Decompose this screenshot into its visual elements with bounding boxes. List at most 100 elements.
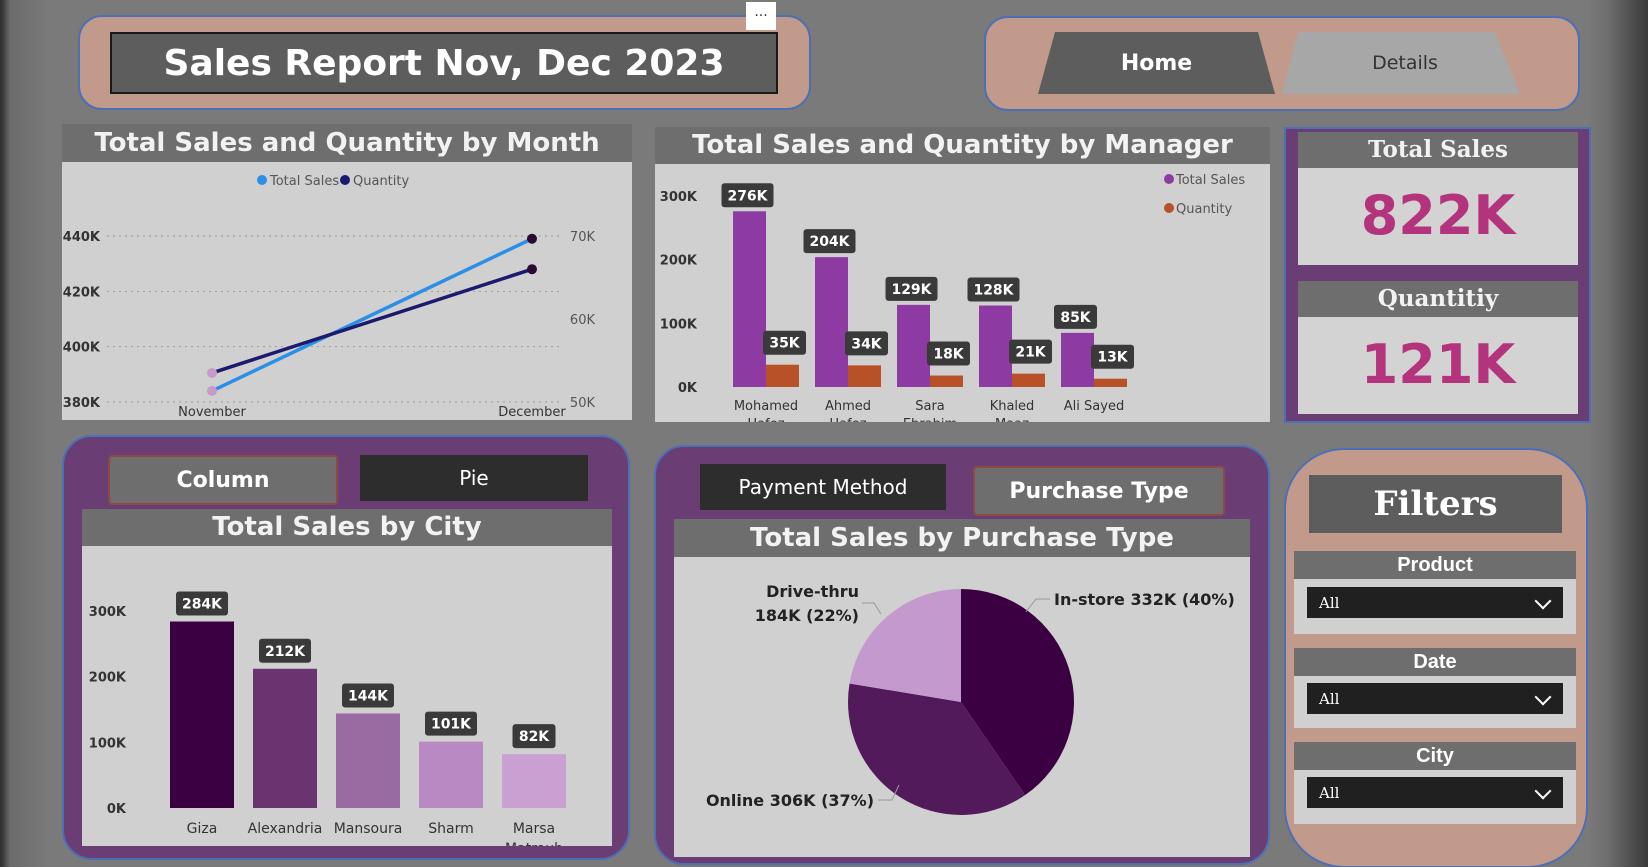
city-data-label: 101K <box>425 711 477 736</box>
pie-label-drivethru: Drive-thru <box>766 582 859 601</box>
city-x-tick: Matrouh <box>505 841 563 846</box>
manager-data-label: 18K <box>927 341 970 366</box>
manager-x-tick: Ebrahim <box>903 417 957 422</box>
city-y-tick: 300K <box>89 605 127 620</box>
month-point <box>207 385 217 396</box>
manager-bar <box>1012 373 1045 387</box>
manager-data-label-text: 129K <box>891 282 932 298</box>
chevron-down-icon <box>1534 688 1552 706</box>
city-y-tick: 100K <box>89 736 127 751</box>
manager-data-label: 128K <box>967 277 1020 302</box>
manager-bar <box>766 364 799 387</box>
column-toggle-button[interactable]: Column <box>108 455 338 505</box>
payment-method-toggle[interactable]: Payment Method <box>700 464 946 510</box>
city-data-label-bg <box>425 711 477 736</box>
pie-leader-line <box>862 602 882 615</box>
city-bar <box>170 621 234 808</box>
city-data-label-bg <box>259 638 311 663</box>
right-edge-shade <box>1588 0 1648 867</box>
manager-data-label-text: 128K <box>973 283 1014 299</box>
manager-x-tick: Sara <box>915 399 945 414</box>
city-data-label: 284K <box>176 591 228 616</box>
details-tab[interactable]: Details <box>1290 32 1520 94</box>
pie-leader-line <box>878 784 900 801</box>
manager-legend-label: Total Sales <box>1175 173 1245 188</box>
month-x-tick: December <box>498 405 566 420</box>
home-tab[interactable]: Home <box>1045 32 1268 94</box>
more-options-button[interactable]: ··· <box>746 2 776 30</box>
city-filter-dropdown[interactable]: All <box>1307 777 1563 808</box>
manager-bar <box>848 365 881 387</box>
month-chart-title: Total Sales and Quantity by Month <box>62 124 632 162</box>
manager-bar <box>1094 378 1127 387</box>
month-point <box>207 367 217 378</box>
pie-slice <box>849 589 961 702</box>
city-bar <box>336 713 400 808</box>
manager-y-tick: 200K <box>660 254 698 269</box>
manager-bar <box>979 305 1012 387</box>
city-bar <box>502 754 566 808</box>
manager-data-label-bg <box>763 330 806 355</box>
date-filter-label: Date <box>1294 648 1576 676</box>
more-options-icon: ··· <box>754 8 768 24</box>
manager-data-label: 276K <box>721 183 774 208</box>
manager-bar <box>1061 332 1094 387</box>
purchase-type-toggle[interactable]: Purchase Type <box>973 466 1225 516</box>
manager-data-label: 21K <box>1009 339 1052 364</box>
month-y-right-tick: 60K <box>570 313 596 328</box>
page-title-box: Sales Report Nov, Dec 2023 <box>110 32 778 94</box>
product-filter-value: All <box>1319 593 1340 612</box>
date-filter-dropdown[interactable]: All <box>1307 683 1563 714</box>
month-series-line <box>211 267 533 375</box>
manager-bar <box>897 304 930 387</box>
manager-x-tick: Khaled <box>990 399 1035 414</box>
city-bar <box>419 741 483 808</box>
manager-legend-label: Quantity <box>1176 202 1232 217</box>
city-filter-value: All <box>1319 783 1340 802</box>
quantity-card: Quantitiy 121K <box>1298 281 1578 414</box>
month-y-left-tick: 440K <box>63 230 101 245</box>
manager-x-tick: Maaz <box>995 417 1029 422</box>
manager-legend-marker <box>1164 174 1174 184</box>
details-tab-shape[interactable] <box>1282 32 1520 94</box>
chevron-down-icon <box>1534 592 1552 610</box>
purchase-type-label: Purchase Type <box>1009 478 1189 504</box>
home-tab-shape[interactable] <box>1038 32 1275 94</box>
manager-x-tick: Mohamed <box>734 399 798 414</box>
city-x-tick: Marsa <box>513 821 555 837</box>
city-x-tick: Alexandria <box>248 821 323 837</box>
city-chart-title: Total Sales by City <box>82 509 612 546</box>
manager-data-label: 204K <box>803 229 856 254</box>
pie-leader-line <box>1025 598 1050 613</box>
manager-x-tick: Ali Sayed <box>1064 399 1124 414</box>
pie-label-drivethru: 184K (22%) <box>755 606 859 625</box>
manager-data-label: 35K <box>763 330 806 355</box>
quantity-label: Quantitiy <box>1298 281 1578 317</box>
month-x-tick: November <box>178 405 246 420</box>
manager-data-label-bg <box>1009 339 1052 364</box>
manager-bar <box>930 375 963 387</box>
left-edge-shade <box>0 0 50 867</box>
city-x-tick: Giza <box>187 821 218 837</box>
manager-data-label-bg <box>927 341 970 366</box>
manager-data-label-text: 204K <box>809 234 850 250</box>
date-filter-value: All <box>1319 689 1340 708</box>
manager-x-tick: Hafez <box>747 417 784 422</box>
manager-bar <box>733 211 766 387</box>
manager-data-label: 13K <box>1091 344 1134 369</box>
manager-data-label-bg <box>845 331 888 356</box>
city-filter-label: City <box>1294 742 1576 770</box>
total-sales-value: 822K <box>1360 184 1516 247</box>
city-data-label-text: 82K <box>519 729 550 745</box>
home-tab-label: Home <box>1120 50 1193 76</box>
pie-toggle-button[interactable]: Pie <box>360 455 588 501</box>
city-chart: 0K 100K 200K 300K 284K Giza 212K Alexandria 144K… <box>89 591 566 846</box>
purchase-chart-card: Total Sales by Purchase Type In-store 33… <box>674 519 1250 857</box>
manager-data-label-text: 35K <box>769 336 800 352</box>
product-filter-dropdown[interactable]: All <box>1307 587 1563 618</box>
pie-label-online: Online 306K (37%) <box>706 791 874 810</box>
column-toggle-label: Column <box>176 467 270 493</box>
manager-y-tick: 300K <box>660 190 698 205</box>
month-series-line <box>211 237 533 393</box>
